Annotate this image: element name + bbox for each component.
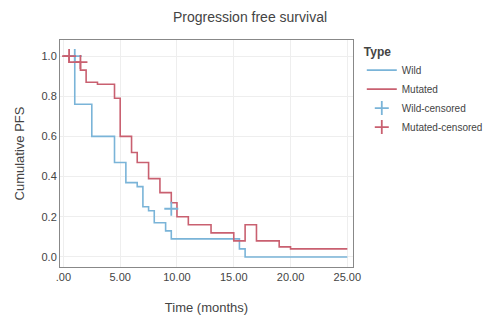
svg-text:Wild: Wild [402,65,421,76]
svg-text:Mutated-censored: Mutated-censored [402,122,483,133]
svg-text:0.8: 0.8 [42,90,57,102]
svg-text:0.2: 0.2 [42,211,57,223]
svg-text:Cumulative PFS: Cumulative PFS [12,106,27,200]
svg-text:15.00: 15.00 [220,271,248,283]
svg-text:Progression free survival: Progression free survival [173,9,327,25]
svg-text:1.0: 1.0 [42,50,57,62]
svg-text:0.4: 0.4 [42,170,57,182]
svg-text:.00: .00 [56,271,71,283]
svg-text:5.00: 5.00 [109,271,130,283]
svg-text:Wild-censored: Wild-censored [402,103,466,114]
svg-text:0.6: 0.6 [42,130,57,142]
svg-text:Time (months): Time (months) [165,300,248,315]
svg-text:0.0: 0.0 [42,251,57,263]
svg-text:10.00: 10.00 [163,271,191,283]
svg-text:Type: Type [364,45,391,59]
svg-text:20.00: 20.00 [277,271,305,283]
svg-text:Mutated: Mutated [402,84,438,95]
svg-text:25.00: 25.00 [334,271,362,283]
